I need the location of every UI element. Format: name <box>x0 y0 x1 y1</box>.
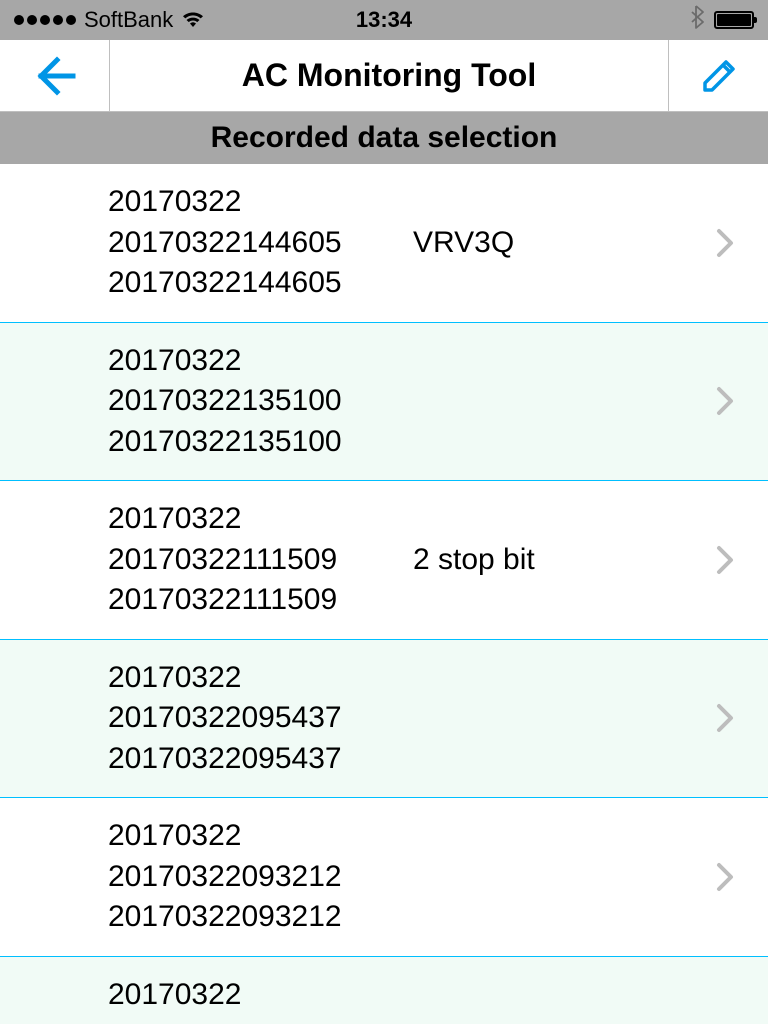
pencil-icon <box>697 54 741 98</box>
section-header: Recorded data selection <box>0 112 768 164</box>
status-left: SoftBank <box>14 7 205 33</box>
clock-label: 13:34 <box>356 7 412 33</box>
list-item-tag: 2 stop bit <box>413 540 696 581</box>
list-item[interactable]: 201703222017032209543720170322095437 <box>0 640 768 799</box>
list-item-line3: 20170322144605 <box>108 263 413 304</box>
chevron-right-icon <box>708 543 742 577</box>
list-item-line3: 20170322135100 <box>108 422 413 463</box>
edit-button[interactable] <box>668 40 768 111</box>
list-item-line1: 20170322 <box>108 816 413 857</box>
list-item-line3: 20170322111509 <box>108 580 413 621</box>
list-item-line1: 20170322 <box>108 975 413 1016</box>
list-item-line3: 20170322093212 <box>108 897 413 938</box>
back-arrow-icon <box>31 54 79 98</box>
list-item-text: 201703222017032209321220170322093212 <box>108 816 696 938</box>
list-item-line1: 20170322 <box>108 658 413 699</box>
bluetooth-icon <box>690 5 704 35</box>
page-title: AC Monitoring Tool <box>110 40 668 111</box>
chevron-right-icon <box>708 978 742 1012</box>
list-item[interactable]: 201703222017032214460520170322144605 VRV… <box>0 164 768 323</box>
chevron-right-icon <box>708 384 742 418</box>
signal-strength-icon <box>14 15 76 25</box>
list-item-line1: 20170322 <box>108 341 413 382</box>
list-item-text: 20170322 <box>108 975 696 1016</box>
list-item-line2a: 20170322144605 <box>108 223 413 264</box>
list-item-text: 201703222017032211150920170322111509 2 s… <box>108 499 696 621</box>
status-right <box>690 5 754 35</box>
chevron-right-icon <box>708 226 742 260</box>
list-item-line3: 20170322095437 <box>108 739 413 780</box>
list-item-line1: 20170322 <box>108 182 413 223</box>
chevron-right-icon <box>708 701 742 735</box>
list-item-line2a: 20170322111509 <box>108 540 413 581</box>
list-item-text: 201703222017032214460520170322144605 VRV… <box>108 182 696 304</box>
list-item[interactable]: 201703222017032209321220170322093212 <box>0 798 768 957</box>
list-item-line1: 20170322 <box>108 499 413 540</box>
list-item-line2a: 20170322135100 <box>108 381 413 422</box>
battery-icon <box>714 11 754 29</box>
carrier-label: SoftBank <box>84 7 173 33</box>
wifi-icon <box>181 7 205 33</box>
recorded-data-list: 201703222017032214460520170322144605 VRV… <box>0 164 768 1024</box>
list-item-line2a: 20170322093212 <box>108 857 413 898</box>
list-item-text: 201703222017032213510020170322135100 <box>108 341 696 463</box>
list-item-text: 201703222017032209543720170322095437 <box>108 658 696 780</box>
list-item[interactable]: 201703222017032213510020170322135100 <box>0 323 768 482</box>
list-item-tag: VRV3Q <box>413 223 696 264</box>
status-bar: SoftBank 13:34 <box>0 0 768 40</box>
list-item[interactable]: 20170322 <box>0 957 768 1024</box>
back-button[interactable] <box>0 40 110 111</box>
list-item[interactable]: 201703222017032211150920170322111509 2 s… <box>0 481 768 640</box>
chevron-right-icon <box>708 860 742 894</box>
nav-bar: AC Monitoring Tool <box>0 40 768 112</box>
list-item-line2a: 20170322095437 <box>108 698 413 739</box>
